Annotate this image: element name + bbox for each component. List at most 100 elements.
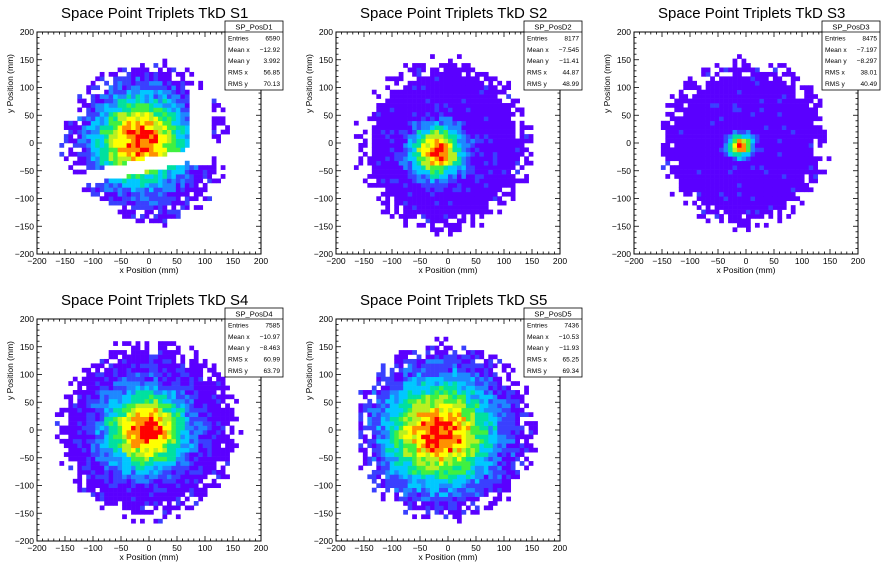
heatmap-cell — [497, 147, 503, 153]
heatmap-cell — [786, 191, 792, 197]
heatmap-cell — [412, 505, 417, 511]
stats-label: RMS x — [825, 70, 845, 77]
heatmap-cell — [140, 434, 145, 440]
heatmap-cell — [479, 85, 485, 91]
heatmap-cell — [790, 174, 796, 179]
heatmap-cell — [166, 501, 172, 506]
heatmap-cell — [149, 412, 154, 417]
heatmap-cell — [506, 165, 512, 170]
heatmap-cell — [412, 120, 417, 126]
heatmap-cell — [403, 85, 408, 91]
heatmap-cell — [149, 416, 154, 422]
heatmap-cell — [808, 138, 814, 144]
heatmap-cell — [430, 496, 435, 502]
heatmap-cell — [135, 412, 141, 417]
heatmap-cell — [389, 469, 395, 475]
heatmap-cell — [465, 443, 471, 449]
heatmap-cell — [362, 151, 368, 157]
heatmap-cell — [144, 474, 150, 480]
heatmap-cell — [719, 85, 724, 91]
heatmap-cell — [416, 425, 422, 431]
heatmap-cell — [483, 483, 489, 489]
heatmap-cell — [795, 160, 801, 166]
heatmap-cell — [184, 394, 190, 400]
heatmap-cell — [72, 425, 78, 431]
heatmap-cell — [483, 120, 489, 126]
heatmap-cell — [443, 452, 449, 457]
heatmap-cell — [153, 134, 159, 139]
heatmap-cell — [126, 452, 132, 457]
heatmap-cell — [126, 372, 132, 378]
heatmap-cell — [144, 354, 150, 360]
heatmap-cell — [474, 200, 480, 206]
heatmap-cell — [452, 169, 458, 175]
heatmap-cell — [452, 125, 458, 130]
heatmap-cell — [488, 143, 494, 148]
heatmap-cell — [198, 178, 204, 184]
heatmap-cell — [216, 452, 221, 457]
heatmap-cell — [153, 98, 159, 104]
stats-value: −10.97 — [260, 334, 281, 341]
heatmap-cell — [425, 218, 431, 224]
heatmap-cell — [470, 438, 476, 444]
heatmap-cell — [371, 182, 377, 188]
heatmap-cell — [470, 487, 476, 493]
heatmap-cell — [456, 156, 462, 162]
heatmap-cell — [519, 107, 525, 113]
heatmap-cell — [211, 107, 217, 113]
heatmap-cell — [421, 116, 426, 122]
heatmap-cell — [705, 85, 711, 91]
heatmap-cell — [122, 358, 127, 364]
heatmap-cell — [470, 98, 476, 104]
heatmap-cell — [104, 125, 109, 130]
heatmap-cell — [149, 469, 154, 475]
heatmap-cell — [108, 89, 114, 95]
heatmap-cell — [198, 474, 204, 480]
heatmap-cell — [452, 492, 458, 497]
heatmap-cell — [488, 456, 494, 462]
heatmap-cell — [113, 138, 118, 144]
heatmap-cell — [162, 434, 168, 440]
heatmap-cell — [122, 89, 127, 95]
heatmap-cell — [416, 156, 422, 162]
heatmap-cell — [193, 205, 199, 210]
y-axis-label: y Position (mm) — [304, 54, 314, 113]
heatmap-cell — [456, 509, 462, 515]
heatmap-cell — [723, 178, 729, 184]
heatmap-cell — [394, 174, 400, 179]
heatmap-cell — [737, 129, 742, 135]
heatmap-cell — [202, 358, 208, 364]
heatmap-cell — [452, 381, 458, 386]
heatmap-cell — [799, 129, 805, 135]
heatmap-cell — [184, 474, 190, 480]
heatmap-cell — [421, 372, 426, 378]
heatmap-cell — [421, 398, 426, 404]
heatmap-cell — [90, 421, 96, 426]
heatmap-cell — [483, 443, 489, 449]
heatmap-cell — [86, 403, 92, 409]
heatmap-cell — [122, 469, 127, 475]
heatmap-cell — [398, 403, 404, 409]
heatmap-cell — [135, 407, 141, 413]
stats-value: 8177 — [564, 35, 579, 42]
heatmap-cell — [746, 165, 751, 170]
heatmap-cell — [741, 222, 747, 228]
heatmap-cell — [376, 394, 382, 400]
heatmap-cell — [126, 89, 132, 95]
heatmap-cell — [416, 354, 422, 360]
heatmap-cell — [77, 169, 83, 175]
heatmap-cell — [398, 138, 404, 144]
heatmap-cell — [90, 403, 96, 409]
heatmap-cell — [461, 465, 467, 471]
heatmap-cell — [790, 94, 796, 99]
heatmap-cell — [728, 89, 733, 95]
heatmap-cell — [122, 107, 127, 113]
heatmap-cell — [416, 438, 422, 444]
heatmap-cell — [153, 103, 159, 108]
heatmap-cell — [510, 178, 516, 184]
heatmap-cell — [140, 483, 145, 489]
heatmap-cell — [497, 116, 503, 122]
heatmap-cell — [407, 151, 413, 157]
heatmap-cell — [434, 182, 440, 188]
